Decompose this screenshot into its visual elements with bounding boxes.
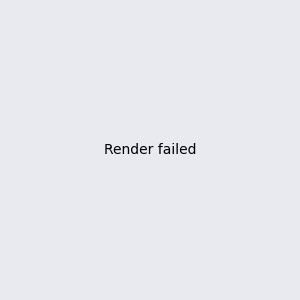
Text: Render failed: Render failed (104, 143, 196, 157)
